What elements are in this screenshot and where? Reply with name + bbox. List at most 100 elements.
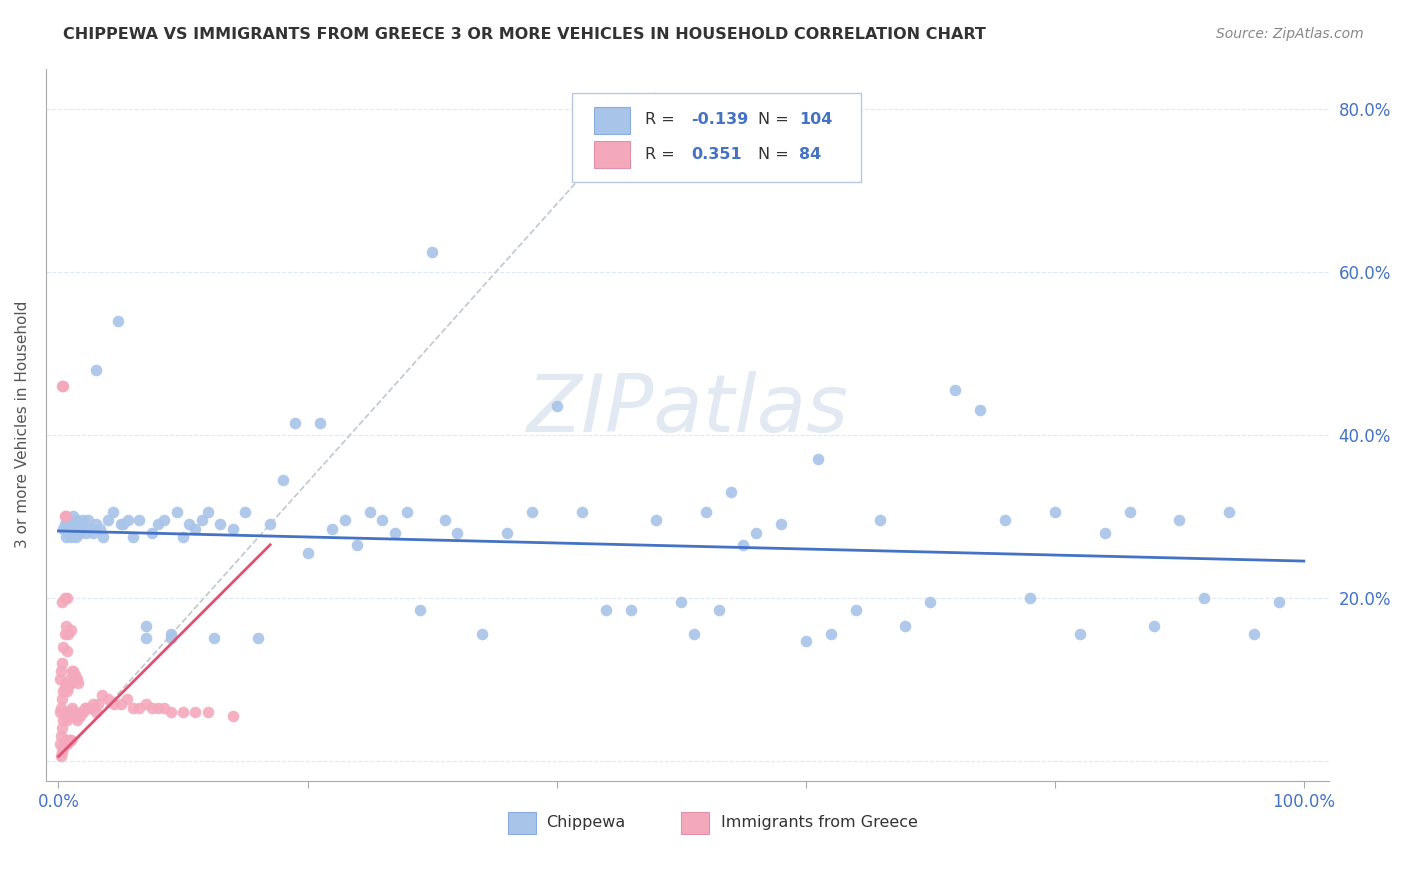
Point bbox=[969, 403, 991, 417]
Point bbox=[55, 509, 77, 524]
Point bbox=[48, 705, 70, 719]
Point bbox=[794, 633, 817, 648]
Point bbox=[59, 530, 82, 544]
Bar bbox=[508, 812, 536, 834]
Point bbox=[91, 689, 114, 703]
Point bbox=[53, 708, 76, 723]
Point bbox=[820, 627, 842, 641]
Point bbox=[55, 676, 77, 690]
Text: Source: ZipAtlas.com: Source: ZipAtlas.com bbox=[1216, 27, 1364, 41]
Point bbox=[135, 632, 157, 646]
Point bbox=[707, 603, 730, 617]
Point bbox=[128, 700, 150, 714]
Point bbox=[59, 676, 82, 690]
Point bbox=[141, 700, 163, 714]
Point bbox=[920, 595, 942, 609]
Point bbox=[80, 521, 103, 535]
Point bbox=[107, 314, 129, 328]
Point bbox=[67, 521, 90, 535]
Point bbox=[84, 705, 107, 719]
Bar bbox=[593, 107, 630, 134]
Y-axis label: 3 or more Vehicles in Household: 3 or more Vehicles in Household bbox=[15, 301, 30, 549]
Point bbox=[53, 737, 76, 751]
Point bbox=[1168, 513, 1191, 527]
Point bbox=[1118, 505, 1140, 519]
Point bbox=[52, 640, 75, 654]
Point bbox=[58, 627, 80, 641]
Point bbox=[56, 684, 79, 698]
Point bbox=[65, 708, 87, 723]
Point bbox=[446, 525, 468, 540]
Point bbox=[65, 672, 87, 686]
Point bbox=[1018, 591, 1040, 605]
Point bbox=[222, 708, 245, 723]
Point bbox=[159, 627, 181, 641]
Point bbox=[720, 484, 742, 499]
Point bbox=[55, 619, 77, 633]
Point bbox=[695, 505, 717, 519]
Point bbox=[56, 591, 79, 605]
Bar bbox=[681, 812, 709, 834]
Point bbox=[184, 521, 207, 535]
Point bbox=[87, 697, 110, 711]
Point bbox=[894, 619, 917, 633]
Point bbox=[669, 595, 692, 609]
Text: Chippewa: Chippewa bbox=[547, 815, 626, 830]
Point bbox=[48, 672, 70, 686]
Point bbox=[60, 700, 83, 714]
Point bbox=[110, 517, 132, 532]
Point bbox=[159, 632, 181, 646]
Point bbox=[58, 680, 80, 694]
Point bbox=[471, 627, 494, 641]
Point bbox=[59, 733, 82, 747]
Point bbox=[1218, 505, 1240, 519]
Point bbox=[58, 525, 80, 540]
Point bbox=[65, 530, 87, 544]
Point bbox=[396, 505, 419, 519]
Point bbox=[77, 700, 100, 714]
Point bbox=[69, 525, 91, 540]
Point bbox=[135, 619, 157, 633]
Point bbox=[115, 692, 138, 706]
Point bbox=[51, 595, 73, 609]
Point bbox=[408, 603, 430, 617]
Point bbox=[53, 627, 76, 641]
Point bbox=[141, 525, 163, 540]
Point bbox=[72, 705, 94, 719]
Point bbox=[58, 708, 80, 723]
Point bbox=[66, 672, 89, 686]
Point bbox=[745, 525, 768, 540]
Text: 104: 104 bbox=[799, 112, 832, 127]
Point bbox=[110, 697, 132, 711]
Point bbox=[1094, 525, 1116, 540]
Point bbox=[75, 525, 97, 540]
Point bbox=[571, 505, 593, 519]
Point bbox=[52, 379, 75, 393]
Point bbox=[59, 624, 82, 638]
Point bbox=[69, 521, 91, 535]
Text: -0.139: -0.139 bbox=[692, 112, 748, 127]
Text: N =: N = bbox=[758, 147, 789, 162]
Point bbox=[309, 416, 332, 430]
Point bbox=[67, 676, 90, 690]
Point bbox=[807, 452, 830, 467]
Point bbox=[595, 603, 617, 617]
Point bbox=[284, 416, 307, 430]
Point bbox=[122, 530, 145, 544]
Point bbox=[103, 505, 125, 519]
Point bbox=[55, 530, 77, 544]
Point bbox=[209, 517, 232, 532]
Point bbox=[153, 700, 176, 714]
Point bbox=[67, 708, 90, 723]
Point bbox=[66, 713, 89, 727]
Point bbox=[1143, 619, 1166, 633]
Point bbox=[128, 513, 150, 527]
Text: R =: R = bbox=[645, 112, 675, 127]
Point bbox=[72, 513, 94, 527]
Point bbox=[62, 664, 84, 678]
Point bbox=[994, 513, 1017, 527]
Point bbox=[420, 244, 443, 259]
Point bbox=[97, 513, 120, 527]
Point bbox=[59, 705, 82, 719]
FancyBboxPatch shape bbox=[572, 94, 860, 183]
